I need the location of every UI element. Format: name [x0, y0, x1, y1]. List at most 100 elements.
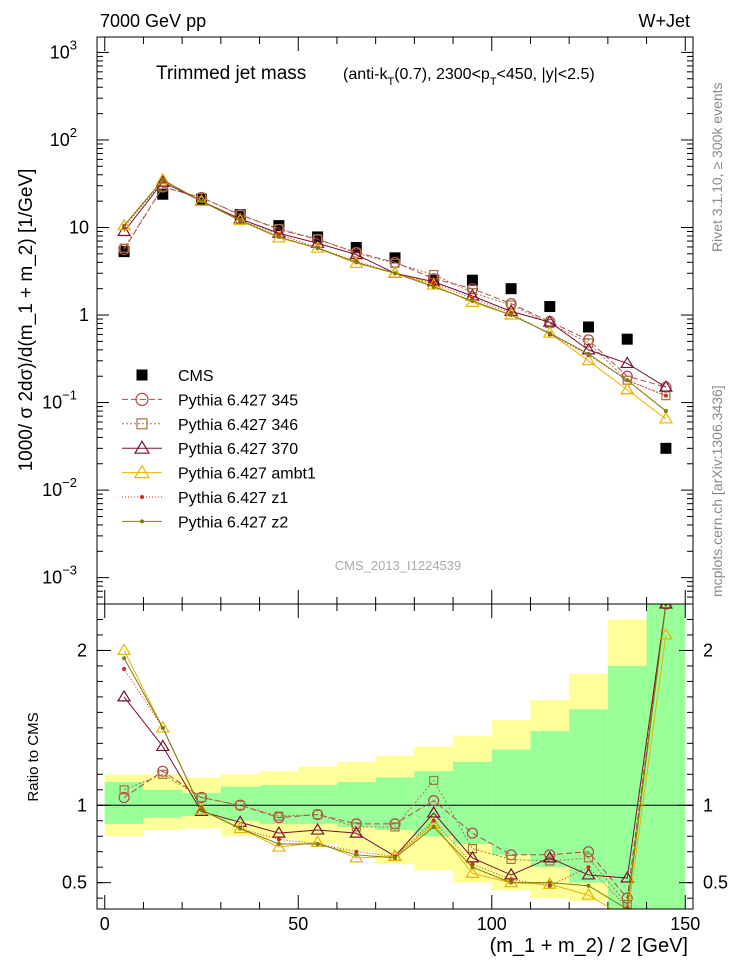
legend-item-p346: Pythia 6.427 346 [122, 417, 298, 434]
data-point-CMS [505, 283, 517, 295]
tick-base: 10 [42, 393, 62, 413]
ratio-point-p370 [349, 825, 364, 838]
data-point-ambt1 [620, 382, 635, 395]
ratio-point-z2 [122, 656, 127, 661]
data-point-z2 [470, 298, 475, 303]
data-point-z2 [122, 223, 127, 228]
ratio-point-p345 [157, 765, 169, 777]
band-green [453, 761, 492, 844]
legend-marker [133, 440, 151, 454]
ratio-point-p346 [274, 811, 284, 821]
legend-marker [136, 418, 148, 430]
ratio-point-p345 [505, 849, 517, 861]
legend-marker [140, 495, 144, 499]
series-line-z1 [123, 180, 667, 397]
plot-title: Trimmed jet mass [156, 63, 306, 84]
ratio-point-p345 [195, 791, 208, 804]
ratio-point-z1 [547, 883, 552, 888]
ratio-y-tick-label: 2 [77, 640, 87, 660]
legend-item-z2: Pythia 6.427 z2 [122, 514, 288, 531]
data-point-z2 [354, 260, 359, 265]
band-green [143, 789, 183, 818]
tick-base: 10 [50, 42, 70, 62]
y-tick-label: 103 [50, 37, 77, 62]
ratio-y-tick-label: 0.5 [62, 873, 87, 893]
ratio-point-z1 [122, 667, 127, 672]
y-tick-label: 10−3 [42, 563, 77, 588]
y-tick-label: 10 [69, 217, 89, 237]
ratio-point-ambt1 [581, 887, 596, 900]
ratio-data-layer [117, 604, 673, 909]
ratio-point-p345 [234, 799, 246, 811]
tick-exponent: −2 [62, 475, 77, 490]
ratio-frame [96, 603, 694, 910]
data-point-z1 [663, 393, 668, 398]
plot-subtitle: (anti-kT(0.7), 2300<pT<450, |y|<2.5) [343, 66, 595, 88]
ratio-bands: 0.5 0.5 1 1 2 2 0 50 100 150 [62, 604, 728, 934]
ratio-point-p346 [583, 853, 594, 863]
ratio-point-p345 [544, 849, 556, 861]
ratio-series-z2 [122, 604, 668, 909]
legend-marker [136, 369, 148, 381]
y-tick-label: 102 [50, 125, 77, 150]
data-point-CMS [660, 442, 672, 454]
legend-marker [133, 464, 151, 479]
ratio-point-z1 [354, 849, 359, 854]
ratio-point-p346 [506, 854, 516, 865]
data-point-ambt1 [117, 218, 132, 231]
band-green [530, 730, 570, 868]
legend-item-p345: Pythia 6.427 345 [122, 392, 298, 409]
mcplots-info: mcplots.cern.ch [arXiv:1306.3436] [709, 385, 725, 597]
ratio-point-ambt1 [465, 866, 480, 878]
series-ambt1 [117, 172, 673, 424]
ratio-point-p370 [194, 804, 209, 817]
data-point-z2 [625, 378, 630, 383]
rivet-info: Rivet 3.1.10, ≥ 300k events [709, 82, 725, 252]
ratio-point-p345 [389, 818, 401, 830]
data-point-p346 [583, 338, 594, 348]
ratio-point-p346 [390, 822, 400, 832]
legend-item-ambt1: Pythia 6.427 ambt1 [122, 464, 316, 483]
band-green [336, 782, 376, 827]
y-tick-label: 10−1 [42, 388, 77, 413]
data-point-z2 [393, 271, 397, 276]
data-point-ambt1 [194, 193, 209, 206]
data-point-z2 [547, 331, 552, 336]
data-point-p370 [620, 356, 635, 369]
watermark: CMS_2013_I1224539 [335, 558, 462, 573]
data-point-z2 [238, 218, 243, 223]
ratio-point-z2 [199, 807, 204, 812]
ratio-point-p346 [235, 800, 245, 810]
ratio-x-label: (m_1 + m_2) / 2 [GeV] [490, 935, 688, 957]
data-point-z2 [586, 351, 591, 356]
ratio-x-tick-label: 50 [288, 914, 308, 934]
data-point-CMS [621, 333, 633, 345]
ratio-point-z1 [431, 818, 436, 823]
data-point-p345 [466, 283, 479, 295]
ratio-point-ambt1 [155, 720, 170, 733]
data-point-z2 [276, 234, 281, 239]
ratio-x-tick-label: 0 [100, 914, 110, 934]
data-point-z2 [160, 177, 165, 182]
ratio-point-z2 [547, 880, 552, 885]
ratio-point-p345 [582, 846, 595, 858]
data-point-ambt1 [465, 295, 480, 307]
legend-item-CMS: CMS [136, 368, 214, 385]
ratio-point-z2 [470, 865, 475, 870]
ratio-point-p345 [466, 827, 479, 839]
data-point-p370 [117, 224, 132, 237]
data-point-z2 [199, 199, 204, 204]
ratio-point-p370 [117, 689, 132, 702]
ratio-point-ambt1 [117, 643, 132, 656]
data-point-p370 [658, 379, 673, 392]
ratio-point-ambt1 [658, 627, 673, 640]
data-point-p370 [349, 247, 364, 260]
ratio-point-p370 [620, 870, 635, 883]
main-data-layer [117, 172, 673, 454]
series-line-p370 [123, 181, 667, 388]
legend-label: Pythia 6.427 370 [178, 441, 298, 458]
y-tick-label: 1 [79, 305, 89, 325]
main-y-label: 1000/ σ 2dσ)/d(m_1 + m_2) [1/GeV] [16, 169, 37, 472]
header-right: W+Jet [638, 11, 690, 31]
ratio-point-p370 [465, 850, 480, 863]
